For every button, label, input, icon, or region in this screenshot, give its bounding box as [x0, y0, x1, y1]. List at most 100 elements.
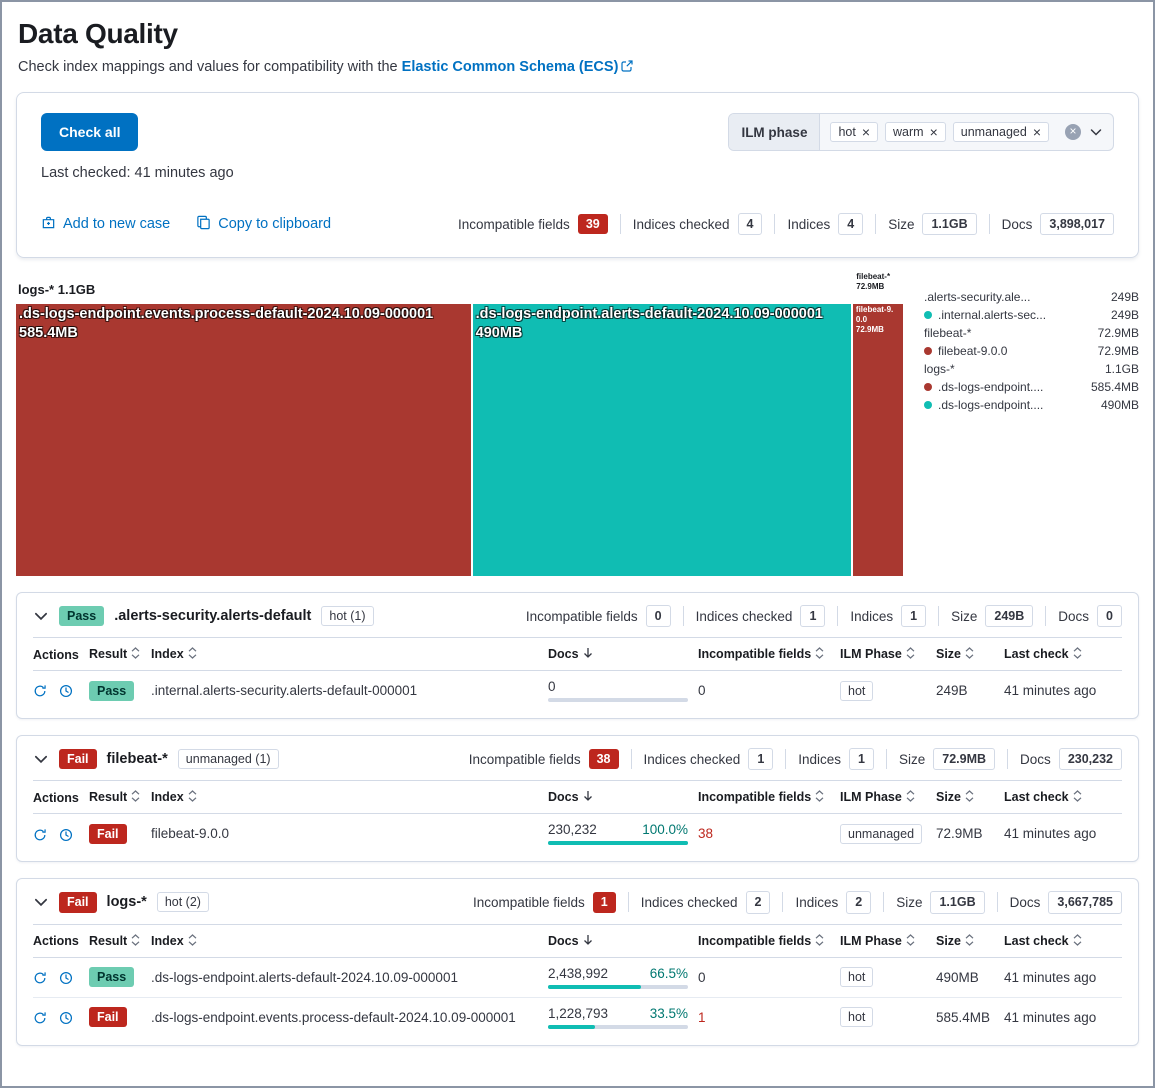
add-to-new-case-button[interactable]: Add to new case — [41, 215, 170, 234]
legend-item[interactable]: logs-* 1.1GB — [924, 362, 1139, 377]
last-check-time: 41 minutes ago — [1004, 969, 1097, 985]
col-result[interactable]: Result — [89, 780, 151, 815]
stat-indices: Indices 4 — [787, 213, 864, 236]
stat-incompatible-fields: Incompatible fields 39 — [458, 214, 608, 235]
stat-size: Size 1.1GB — [888, 213, 977, 236]
teal-dot-icon — [924, 401, 932, 410]
summary-card: Check all ILM phase hot × warm × unmanaged… — [16, 92, 1139, 259]
index-size: 490MB — [936, 969, 979, 985]
divider — [886, 749, 887, 770]
sort-icon — [1073, 790, 1082, 805]
check-now-icon[interactable] — [33, 684, 47, 698]
page-subtitle: Check index mappings and values for comp… — [18, 59, 1137, 76]
col-incompatible[interactable]: Incompatible fields — [698, 637, 840, 672]
external-link-icon — [621, 60, 634, 76]
result-badge: Fail — [89, 1006, 127, 1028]
col-result[interactable]: Result — [89, 923, 151, 958]
remove-hot-icon[interactable]: × — [861, 124, 871, 140]
collapse-chevron-icon[interactable] — [33, 894, 49, 910]
index-name: .internal.alerts-security.alerts-default… — [151, 683, 418, 699]
collapse-chevron-icon[interactable] — [33, 608, 49, 624]
check-now-icon[interactable] — [33, 1011, 47, 1025]
copy-to-clipboard-button[interactable]: Copy to clipboard — [196, 215, 331, 234]
col-actions: Actions — [33, 923, 89, 958]
col-docs[interactable]: Docs — [548, 637, 698, 672]
history-icon[interactable] — [59, 828, 73, 842]
col-size[interactable]: Size — [936, 637, 1004, 672]
sort-icon — [965, 790, 974, 805]
col-incompatible[interactable]: Incompatible fields — [698, 780, 840, 815]
index-size: 585.4MB — [936, 1009, 991, 1025]
col-index[interactable]: Index — [151, 780, 548, 815]
history-icon[interactable] — [59, 684, 73, 698]
history-icon[interactable] — [59, 971, 73, 985]
legend-item[interactable]: .ds-logs-endpoint.... 490MB — [924, 396, 1139, 414]
index-name: filebeat-9.0.0 — [151, 826, 230, 842]
page-header: Data Quality Check index mappings and va… — [2, 2, 1153, 76]
docs-count: 1,228,793 — [548, 1005, 609, 1021]
result-badge: Fail — [59, 749, 97, 770]
treemap-block-events-process[interactable]: .ds-logs-endpoint.events.process-default… — [16, 304, 471, 577]
col-result[interactable]: Result — [89, 637, 151, 672]
sort-desc-icon — [583, 934, 593, 949]
history-icon[interactable] — [59, 1011, 73, 1025]
incompatible-count-badge: 39 — [577, 214, 608, 235]
divider — [630, 749, 632, 770]
col-actions: Actions — [33, 780, 89, 815]
size-badge: 1.1GB — [922, 213, 977, 236]
ilm-phase-pill: hot (2) — [156, 892, 209, 913]
ilm-phase-field[interactable]: hot × warm × unmanaged × — [820, 122, 1059, 142]
legend-item[interactable]: .internal.alerts-sec... 249B — [924, 306, 1139, 324]
legend-item[interactable]: .ds-logs-endpoint.... 585.4MB — [924, 378, 1139, 396]
col-incompatible[interactable]: Incompatible fields — [698, 923, 840, 958]
ilm-phase-pill: hot (1) — [321, 606, 374, 627]
ilm-phase-combobox[interactable]: ILM phase hot × warm × unmanaged × × — [728, 113, 1114, 151]
collapse-chevron-icon[interactable] — [33, 751, 49, 767]
check-now-icon[interactable] — [33, 971, 47, 985]
col-ilm-phase[interactable]: ILM Phase — [840, 923, 936, 958]
col-last-check[interactable]: Last check — [1004, 637, 1122, 672]
result-badge: Pass — [59, 606, 105, 627]
remove-unmanaged-icon[interactable]: × — [1032, 124, 1041, 140]
sort-icon — [188, 933, 197, 949]
table-row: Fail filebeat-9.0.0 230,232 100.0% 38 unm… — [33, 814, 1122, 854]
stat-docs: Docs 3,898,017 — [1002, 213, 1114, 236]
result-badge: Pass — [89, 966, 135, 988]
remove-warm-icon[interactable]: × — [929, 124, 938, 140]
legend-item[interactable]: .alerts-security.ale... 249B — [924, 290, 1139, 305]
check-all-button[interactable]: Check all — [41, 113, 139, 151]
ecs-link[interactable]: Elastic Common Schema (ECS) — [402, 59, 634, 75]
last-check-time: 41 minutes ago — [1004, 683, 1097, 699]
check-now-icon[interactable] — [33, 828, 47, 842]
last-check-time: 41 minutes ago — [1004, 1009, 1097, 1025]
page-title: Data Quality — [18, 18, 178, 49]
incompatible-count: 1 — [698, 1009, 706, 1025]
col-ilm-phase[interactable]: ILM Phase — [840, 637, 936, 672]
col-docs[interactable]: Docs — [548, 923, 698, 958]
col-docs[interactable]: Docs — [548, 780, 698, 815]
sort-icon — [815, 790, 824, 805]
legend-item[interactable]: filebeat-9.0.0 72.9MB — [924, 342, 1139, 360]
divider — [785, 749, 787, 770]
divider — [1045, 606, 1047, 627]
treemap-block-alerts-default[interactable]: .ds-logs-endpoint.alerts-default-2024.10… — [472, 304, 851, 577]
col-index[interactable]: Index — [151, 923, 548, 958]
col-size[interactable]: Size — [936, 923, 1004, 958]
col-size[interactable]: Size — [936, 780, 1004, 815]
sort-icon — [906, 647, 915, 662]
col-ilm-phase[interactable]: ILM Phase — [840, 780, 936, 815]
sort-icon — [131, 647, 140, 662]
docs-progress-bar — [548, 984, 688, 989]
pattern-panel-logs: Fail logs-* hot (2) Incompatible fields 1… — [16, 878, 1139, 1046]
treemap-block-filebeat[interactable]: filebeat-9.0.0 72.9MB — [852, 304, 903, 577]
divider — [988, 214, 990, 235]
col-last-check[interactable]: Last check — [1004, 780, 1122, 815]
col-index[interactable]: Index — [151, 637, 548, 672]
treemap-legend: .alerts-security.ale... 249B .internal.al… — [904, 274, 1139, 576]
treemap-group-label-filebeat: filebeat-* 72.9MB — [856, 272, 891, 291]
legend-item[interactable]: filebeat-* 72.9MB — [924, 326, 1139, 341]
col-last-check[interactable]: Last check — [1004, 923, 1122, 958]
chevron-down-icon[interactable] — [1089, 125, 1103, 139]
incompatible-count: 0 — [698, 683, 706, 699]
clear-selection-icon[interactable]: × — [1065, 124, 1081, 140]
